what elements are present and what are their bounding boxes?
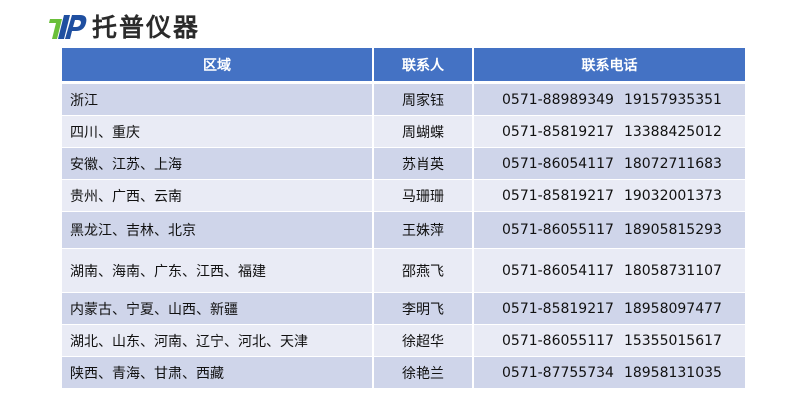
region-cell: 内蒙古、宁夏、山西、新疆 — [62, 292, 374, 325]
mobile: 15355015617 — [623, 332, 722, 349]
region-cell: 浙江 — [62, 82, 374, 116]
phone-cell: 0571-87755734 18958131035 — [473, 356, 747, 389]
landline: 0571-86054117 — [502, 155, 614, 172]
region-cell: 黑龙江、吉林、北京 — [62, 211, 374, 249]
phone-cell: 0571-88989349 19157935351 — [473, 82, 747, 116]
table-row: 安徽、江苏、上海 苏肖英 0571-86054117 18072711683 — [62, 147, 747, 180]
table-row: 陕西、青海、甘肃、西藏 徐艳兰 0571-87755734 18958131035 — [62, 356, 747, 389]
region-cell: 贵州、广西、云南 — [62, 179, 374, 212]
phone-cell: 0571-85819217 13388425012 — [473, 115, 747, 148]
contact-person-cell: 徐超华 — [373, 324, 474, 357]
mobile: 18905815293 — [623, 222, 722, 238]
phone-cell: 0571-86054117 18058731107 — [473, 248, 747, 293]
mobile: 18072711683 — [623, 155, 722, 172]
landline: 0571-86055117 — [502, 332, 614, 349]
contact-person-cell: 周家钰 — [373, 82, 474, 116]
contact-person-cell: 马珊珊 — [373, 179, 474, 212]
table-row: 浙江 周家钰 0571-88989349 19157935351 — [62, 82, 747, 116]
region-cell: 安徽、江苏、上海 — [62, 147, 374, 180]
region-cell: 陕西、青海、甘肃、西藏 — [62, 356, 374, 389]
contact-person-cell: 周蝴蝶 — [373, 115, 474, 148]
landline: 0571-86055117 — [502, 222, 614, 238]
mobile: 18958097477 — [623, 300, 722, 317]
mobile: 19032001373 — [623, 187, 722, 204]
phone-cell: 0571-86055117 15355015617 — [473, 324, 747, 357]
table-row: 湖北、山东、河南、辽宁、河北、天津 徐超华 0571-86055117 1535501… — [62, 324, 747, 357]
table-row: 湖南、海南、广东、江西、福建 邵燕飞 0571-86054117 1805873110… — [62, 248, 747, 293]
mobile: 19157935351 — [623, 91, 722, 108]
landline: 0571-88989349 — [502, 91, 614, 108]
landline: 0571-86054117 — [502, 262, 614, 279]
region-cell: 湖南、海南、广东、江西、福建 — [62, 248, 374, 293]
header-region: 区域 — [62, 48, 374, 84]
landline: 0571-85819217 — [502, 123, 614, 140]
phone-cell: 0571-86055117 18905815293 — [473, 211, 747, 249]
header-phone: 联系电话 — [473, 48, 747, 84]
mobile: 13388425012 — [623, 123, 722, 140]
logo-mark-icon — [49, 15, 87, 39]
contact-person-cell: 苏肖英 — [373, 147, 474, 180]
phone-cell: 0571-86054117 18072711683 — [473, 147, 747, 180]
contact-person-cell: 徐艳兰 — [373, 356, 474, 389]
contact-person-cell: 王姝萍 — [373, 211, 474, 249]
landline: 0571-85819217 — [502, 300, 614, 317]
table-row: 四川、重庆 周蝴蝶 0571-85819217 13388425012 — [62, 115, 747, 148]
phone-cell: 0571-85819217 18958097477 — [473, 292, 747, 325]
header-person: 联系人 — [373, 48, 474, 84]
region-cell: 湖北、山东、河南、辽宁、河北、天津 — [62, 324, 374, 357]
landline: 0571-87755734 — [502, 364, 614, 381]
landline: 0571-85819217 — [502, 187, 614, 204]
phone-cell: 0571-85819217 19032001373 — [473, 179, 747, 212]
mobile: 18058731107 — [623, 262, 722, 279]
brand-logo: 托普仪器 — [48, 8, 200, 44]
contact-person-cell: 邵燕飞 — [373, 248, 474, 293]
table-header-row: 区域 联系人 联系电话 — [62, 48, 747, 84]
mobile: 18958131035 — [623, 364, 722, 381]
contact-person-cell: 李明飞 — [373, 292, 474, 325]
contact-table: 区域 联系人 联系电话 浙江 周家钰 0571-88989349 1915793535… — [62, 48, 747, 389]
brand-name: 托普仪器 — [92, 13, 201, 42]
table-row: 内蒙古、宁夏、山西、新疆 李明飞 0571-85819217 18958097477 — [62, 292, 747, 325]
table-row: 黑龙江、吉林、北京 王姝萍 0571-86055117 18905815293 — [62, 211, 747, 249]
table-row: 贵州、广西、云南 马珊珊 0571-85819217 19032001373 — [62, 179, 747, 212]
region-cell: 四川、重庆 — [62, 115, 374, 148]
